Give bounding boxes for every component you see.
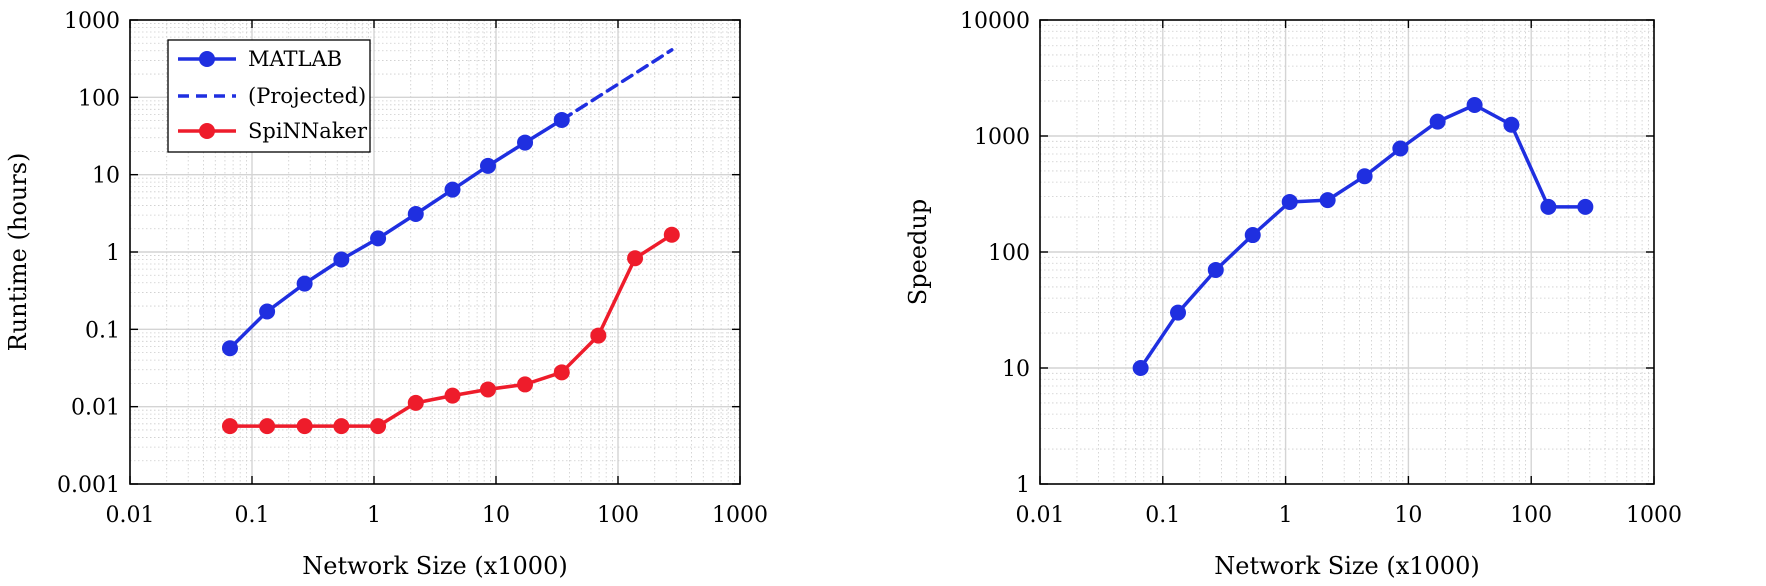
data-point-speedup [1503, 116, 1520, 133]
data-point-matlab [333, 251, 350, 268]
y-tick-label: 0.1 [85, 318, 120, 343]
data-point-spinnaker [407, 394, 424, 411]
data-point-spinnaker [444, 387, 461, 404]
legend-marker-spinnaker [199, 123, 215, 139]
data-point-speedup [1319, 192, 1336, 209]
series-line-speedup [1138, 103, 1588, 370]
speedup-series [1132, 97, 1594, 376]
data-point-spinnaker [333, 418, 350, 435]
data-point-spinnaker [553, 364, 570, 381]
data-point-speedup [1356, 168, 1373, 185]
y-tick-label: 10 [1002, 357, 1030, 382]
data-point-speedup [1244, 227, 1261, 244]
y-tick-label: 1000 [64, 9, 120, 34]
data-point-speedup [1132, 360, 1149, 376]
speedup-x-axis-title: Network Size (x1000) [1214, 552, 1479, 580]
data-point-speedup [1281, 193, 1298, 210]
y-tick-label: 1 [1016, 473, 1030, 498]
data-point-spinnaker [259, 418, 276, 435]
data-point-speedup [1540, 198, 1557, 215]
runtime-x-axis-title: Network Size (x1000) [302, 552, 567, 580]
speedup-chart: 0.01 0.1 1 10 100 1000 1 10 100 1000 10000 Network… [904, 9, 1682, 580]
data-point-speedup [1466, 97, 1483, 114]
y-tick-label: 0.01 [71, 396, 120, 421]
data-point-matlab [517, 134, 534, 151]
data-point-matlab [480, 157, 497, 174]
runtime-y-axis-title: Runtime (hours) [4, 153, 32, 352]
legend-marker-matlab [199, 51, 215, 67]
y-tick-label: 1 [106, 241, 120, 266]
x-tick-label: 100 [1510, 503, 1552, 528]
data-point-speedup [1170, 304, 1187, 321]
series-line-matlab [228, 118, 564, 350]
y-tick-label: 100 [988, 241, 1030, 266]
series-line-projected [560, 48, 674, 122]
data-point-spinnaker [296, 418, 313, 435]
x-tick-label: 0.01 [1016, 503, 1065, 528]
x-tick-label: 1000 [712, 503, 768, 528]
legend-label-matlab: MATLAB [248, 47, 342, 71]
y-tick-label: 10000 [960, 9, 1030, 34]
speedup-grid [1040, 20, 1654, 484]
speedup-axis-ticks: 0.01 0.1 1 10 100 1000 1 10 100 1000 10000 [960, 9, 1682, 528]
x-tick-label: 0.1 [1145, 503, 1180, 528]
data-point-spinnaker [590, 327, 607, 344]
data-point-spinnaker [370, 418, 387, 435]
x-tick-label: 10 [482, 503, 510, 528]
x-tick-label: 0.01 [106, 503, 155, 528]
data-point-speedup [1392, 140, 1409, 157]
y-tick-label: 10 [92, 164, 120, 189]
data-point-matlab [296, 275, 313, 292]
y-tick-label: 1000 [974, 125, 1030, 150]
data-point-speedup [1577, 198, 1594, 215]
data-point-spinnaker [517, 376, 534, 393]
data-point-matlab [221, 340, 238, 357]
y-tick-label: 100 [78, 86, 120, 111]
data-point-speedup [1207, 261, 1224, 278]
x-tick-label: 1000 [1626, 503, 1682, 528]
legend-label-projected: (Projected) [248, 84, 366, 108]
data-point-matlab [370, 230, 387, 247]
data-point-matlab [444, 181, 461, 198]
data-point-spinnaker [480, 381, 497, 398]
data-point-spinnaker [663, 226, 680, 243]
data-point-spinnaker [627, 250, 644, 267]
x-tick-label: 100 [597, 503, 639, 528]
data-point-matlab [259, 303, 276, 320]
legend-label-spinnaker: SpiNNaker [248, 119, 368, 143]
data-point-speedup [1429, 113, 1446, 130]
y-tick-label: 0.001 [57, 473, 120, 498]
x-tick-label: 1 [367, 503, 381, 528]
runtime-axis-ticks: 0.01 0.1 1 10 100 1000 0.001 0.01 0.1 1 10 100 1000 [57, 9, 768, 528]
data-point-matlab [407, 206, 424, 223]
speedup-y-axis-title: Speedup [904, 199, 932, 305]
legend: MATLAB (Projected) SpiNNaker [167, 39, 371, 153]
x-tick-label: 1 [1279, 503, 1293, 528]
x-tick-label: 0.1 [235, 503, 270, 528]
x-tick-label: 10 [1394, 503, 1422, 528]
data-point-spinnaker [221, 418, 238, 435]
runtime-series [221, 48, 680, 435]
runtime-chart: 0.01 0.1 1 10 100 10000.0010.010.11101001000 … [4, 9, 768, 580]
